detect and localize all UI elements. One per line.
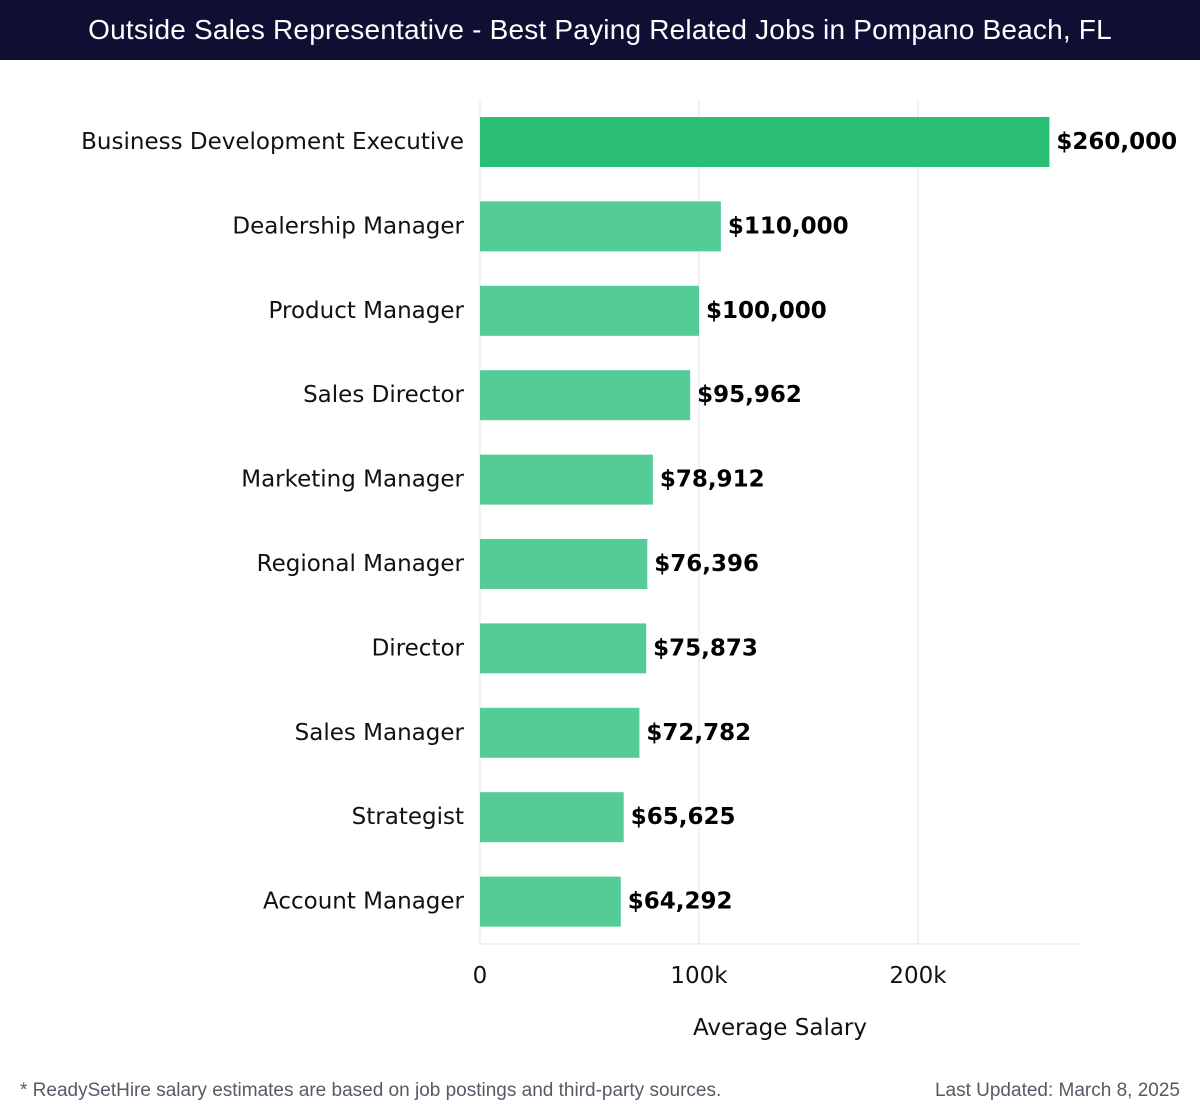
x-tick-label: 0	[473, 963, 488, 989]
bar	[480, 539, 648, 589]
x-axis-title: Average Salary	[693, 1015, 867, 1041]
bar	[480, 117, 1050, 167]
category-label: Strategist	[352, 804, 464, 830]
footnote: * ReadySetHire salary estimates are base…	[20, 1080, 722, 1101]
bar	[480, 201, 721, 252]
category-label: Regional Manager	[257, 551, 465, 577]
value-label: $260,000	[1056, 129, 1177, 155]
bar	[480, 792, 624, 843]
category-label: Product Manager	[269, 298, 465, 324]
x-tick-label: 200k	[889, 963, 947, 989]
value-label: $72,782	[646, 720, 751, 746]
bar	[480, 454, 653, 505]
bar	[480, 707, 640, 758]
bar	[480, 876, 621, 927]
value-label: $100,000	[706, 298, 827, 324]
value-label: $76,396	[654, 551, 759, 577]
category-label: Account Manager	[263, 889, 465, 915]
last-updated: Last Updated: March 8, 2025	[934, 1080, 1180, 1101]
value-label: $64,292	[628, 889, 733, 915]
value-label: $95,962	[697, 382, 802, 408]
value-label: $65,625	[631, 804, 736, 830]
x-tick-label: 100k	[670, 963, 728, 989]
value-label: $110,000	[728, 213, 849, 239]
bar-chart: Business Development Executive $260,000 De…	[81, 100, 1177, 1041]
bar	[480, 285, 699, 336]
bar	[480, 370, 691, 421]
category-label: Dealership Manager	[232, 213, 464, 239]
axis-layer: 0 100k 200k Average Salary	[473, 943, 1080, 1041]
category-label: Business Development Executive	[81, 129, 464, 155]
bar-layer	[480, 117, 1050, 927]
category-label: Sales Manager	[295, 720, 465, 746]
label-layer: Business Development Executive $260,000 De…	[81, 129, 1177, 915]
category-label: Sales Director	[303, 382, 464, 408]
value-label: $75,873	[653, 635, 758, 661]
category-label: Director	[372, 635, 465, 661]
category-label: Marketing Manager	[241, 467, 464, 493]
value-label: $78,912	[660, 467, 765, 493]
bar	[480, 623, 647, 674]
chart-title: Outside Sales Representative - Best Payi…	[0, 0, 1200, 60]
